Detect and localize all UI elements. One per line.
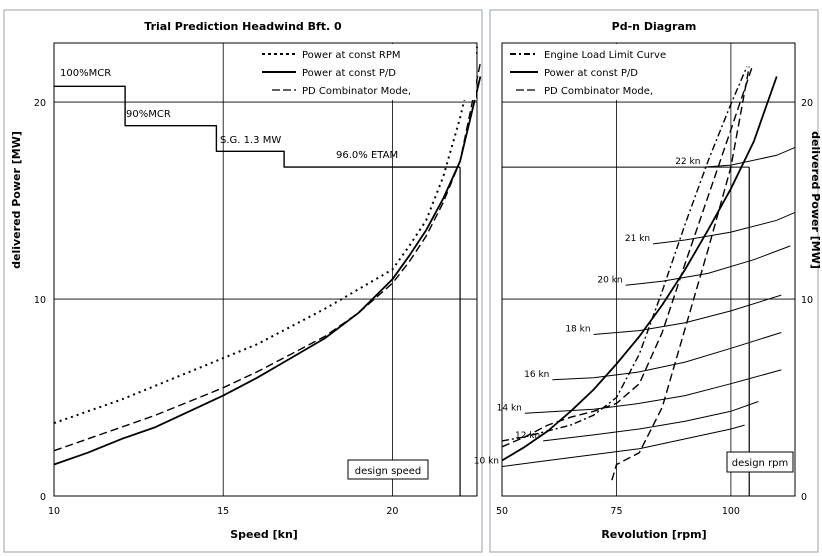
left-series-line bbox=[53, 76, 482, 466]
speed-curve-label: 20 kn bbox=[597, 275, 622, 285]
right-y-tick-label: 20 bbox=[801, 98, 813, 109]
right-plot-area bbox=[501, 42, 796, 497]
speed-curve bbox=[524, 369, 782, 414]
right-chart-title: Pd-n Diagram bbox=[612, 20, 697, 33]
left-y-tick-label: 10 bbox=[34, 295, 46, 306]
legend-label-const-pd-right: Power at const P/D bbox=[544, 68, 638, 79]
legend-label-const-rpm: Power at const RPM bbox=[302, 50, 401, 61]
legend-label-engine-limit: Engine Load Limit Curve bbox=[544, 50, 666, 61]
left-series-group bbox=[53, 46, 482, 496]
left-series-line bbox=[54, 85, 461, 168]
legend-label-combinator-right: PD Combinator Mode, bbox=[544, 86, 653, 97]
legend-label-combinator: PD Combinator Mode, bbox=[302, 86, 411, 97]
annotation-100-mcr: 100%MCR bbox=[60, 68, 111, 79]
design-rpm-box bbox=[726, 451, 794, 473]
speed-curve-label: 16 kn bbox=[524, 370, 549, 380]
right-tick-labels: 50 75 100 0 10 20 bbox=[496, 98, 813, 517]
speed-curve-label: 12 kn bbox=[515, 431, 540, 441]
left-legend: Power at const RPM Power at const P/D PD… bbox=[255, 44, 476, 100]
speed-curve bbox=[653, 211, 796, 245]
right-series-line bbox=[501, 64, 754, 448]
annotation-design-speed: design speed bbox=[355, 466, 422, 477]
annotation-design-rpm: design rpm bbox=[732, 458, 789, 469]
design-speed-box bbox=[347, 459, 429, 480]
speed-curve bbox=[501, 424, 745, 467]
right-x-axis-label: Revolution [rpm] bbox=[601, 528, 706, 541]
left-x-tick-label: 10 bbox=[48, 506, 60, 517]
speed-curve bbox=[703, 146, 796, 168]
left-y-tick-label: 20 bbox=[34, 98, 46, 109]
left-x-tick-label: 20 bbox=[386, 506, 398, 517]
right-series-line bbox=[501, 76, 778, 462]
speed-curve-label: 21 kn bbox=[625, 234, 650, 244]
speed-curve-label: 18 kn bbox=[565, 324, 590, 334]
right-x-tick-label: 50 bbox=[496, 506, 508, 517]
right-legend: Engine Load Limit Curve Power at const P… bbox=[503, 44, 705, 100]
right-y-axis-label: delivered Power [MW] bbox=[809, 131, 822, 269]
speed-curves-group: 10 kn 12 kn 14 kn 16 kn 18 kn 20 kn 21 kn 22 kn bbox=[474, 146, 796, 467]
left-chart-title: Trial Prediction Headwind Bft. 0 bbox=[144, 20, 342, 33]
speed-curve bbox=[543, 401, 759, 442]
right-y-tick-label: 10 bbox=[801, 295, 813, 306]
speed-curve-label: 14 kn bbox=[497, 403, 522, 413]
left-y-tick-label: 0 bbox=[40, 492, 46, 503]
left-x-tick-label: 15 bbox=[217, 506, 229, 517]
annotation-sg: S.G. 1.3 MW bbox=[220, 135, 281, 146]
speed-curve bbox=[552, 332, 782, 381]
right-panel-frame bbox=[489, 9, 819, 553]
right-series-line bbox=[611, 66, 750, 481]
speed-curve bbox=[593, 294, 782, 335]
annotation-etam: 96.0% ETAM bbox=[336, 150, 398, 161]
speed-curve-label: 10 kn bbox=[474, 456, 499, 466]
speed-curve bbox=[625, 245, 791, 286]
right-series-group bbox=[501, 64, 778, 496]
legend-label-const-pd: Power at const P/D bbox=[302, 68, 396, 79]
right-y-tick-label: 0 bbox=[801, 492, 807, 503]
left-panel-frame bbox=[3, 9, 483, 553]
right-x-tick-label: 100 bbox=[722, 506, 740, 517]
speed-curve-label: 22 kn bbox=[675, 157, 700, 167]
annotation-90-mcr: 90%MCR bbox=[126, 109, 171, 120]
right-x-tick-label: 75 bbox=[610, 506, 622, 517]
left-x-axis-label: Speed [kn] bbox=[230, 528, 298, 541]
left-series-line bbox=[53, 62, 482, 452]
left-y-axis-label: delivered Power [MW] bbox=[10, 131, 23, 269]
right-grid bbox=[502, 43, 795, 496]
